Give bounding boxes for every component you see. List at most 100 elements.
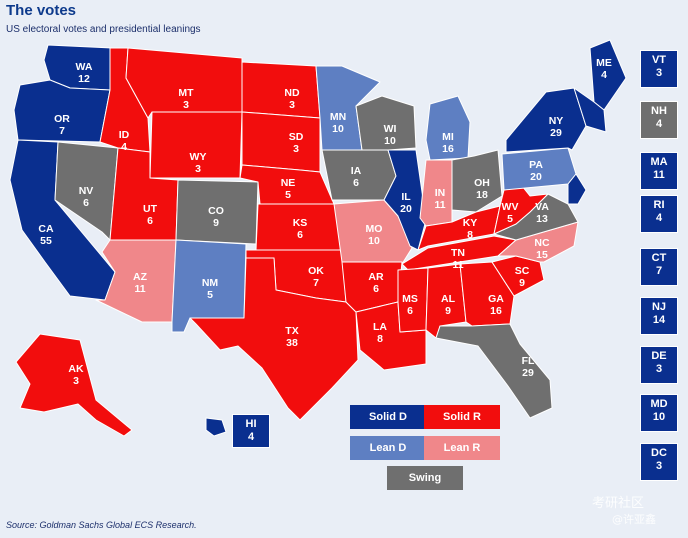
state-wi[interactable] [355,95,417,151]
source-note: Source: Goldman Sachs Global ECS Researc… [6,520,197,530]
state-label-ut: UT [143,203,158,215]
state-box-nj[interactable]: NJ 14 [640,297,678,335]
state-box-ri[interactable]: RI 4 [640,195,678,233]
state-box-nh[interactable]: NH 4 [640,101,678,139]
state-votes-az: 11 [134,283,145,295]
state-box-abbr: DC [651,447,667,459]
legend-swing: Swing [387,466,463,490]
state-votes-wi: 10 [384,135,396,147]
state-votes-me: 4 [601,69,607,81]
state-votes-mi: 16 [442,143,454,155]
state-label-sc: SC [515,265,530,277]
state-votes-ok: 7 [313,277,319,289]
state-votes-tn: 11 [452,259,463,271]
state-votes-ne: 5 [285,189,291,201]
state-box-abbr: RI [653,199,665,211]
state-box-votes: 7 [655,265,663,277]
state-box-abbr: MD [650,398,668,410]
state-votes-il: 20 [400,203,412,215]
state-new-england[interactable] [573,87,607,133]
state-box-dc[interactable]: DC 3 [640,443,678,481]
state-box-md[interactable]: MD 10 [640,394,678,432]
state-ak[interactable] [15,333,133,437]
state-me[interactable] [589,39,627,111]
state-label-nd: ND [284,87,300,99]
state-box-hi[interactable]: HI 4 [232,414,270,448]
state-box-ma[interactable]: MA 11 [640,152,678,190]
state-sc[interactable] [491,255,545,297]
state-votes-ny: 29 [550,127,562,139]
state-box-abbr: DE [651,350,667,362]
state-il[interactable] [383,149,427,251]
state-label-ks: KS [293,217,308,229]
state-box-abbr: NH [651,105,667,117]
state-hi[interactable] [205,417,227,437]
state-ms[interactable] [397,267,429,333]
state-votes-ks: 6 [297,229,303,241]
state-votes-id: 4 [121,141,127,153]
state-tx[interactable] [189,257,359,421]
state-box-abbr: HI [245,418,257,430]
state-label-ar: AR [368,271,384,283]
state-nj-md-area[interactable] [567,173,587,205]
state-label-ak: AK [68,363,84,375]
state-box-vt[interactable]: VT 3 [640,50,678,88]
state-votes-sc: 9 [519,277,525,289]
state-box-ct[interactable]: CT 7 [640,248,678,286]
legend-lean-r: Lean R [424,436,500,460]
state-votes-va: 13 [536,213,548,225]
state-ky[interactable] [417,205,501,251]
state-label-ny: NY [549,115,564,127]
state-label-tx: TX [285,325,298,337]
state-votes-or: 7 [59,125,65,137]
state-label-ia: IA [351,165,362,177]
state-votes-sd: 3 [293,143,299,155]
state-votes-tx: 38 [286,337,298,349]
state-label-la: LA [373,321,387,333]
state-votes-fl: 29 [522,367,534,379]
state-label-wa: WA [76,61,93,73]
state-label-ok: OK [308,265,324,277]
state-votes-ky: 8 [467,229,473,241]
state-box-votes: 3 [655,67,663,79]
state-sd[interactable] [241,111,321,173]
state-label-id: ID [119,129,130,141]
state-label-wi: WI [384,123,397,135]
state-votes-ak: 3 [73,375,79,387]
state-box-votes: 4 [247,431,255,443]
state-votes-ia: 6 [353,177,359,189]
state-label-mi: MI [442,131,454,143]
state-votes-in: 11 [434,199,445,211]
state-votes-wv: 5 [507,213,513,225]
state-label-az: AZ [133,271,148,283]
state-ny[interactable] [505,87,587,153]
state-votes-ar: 6 [373,283,379,295]
state-box-votes: 11 [653,169,665,181]
state-label-al: AL [441,293,456,305]
state-votes-pa: 20 [530,171,542,183]
state-label-mo: MO [366,223,383,235]
state-label-ga: GA [488,293,504,305]
state-box-abbr: MA [650,156,668,168]
state-nd[interactable] [241,61,321,119]
state-wv[interactable] [493,185,549,235]
state-label-mt: MT [178,87,194,99]
state-nv[interactable] [54,141,119,241]
state-label-pa: PA [529,159,543,171]
state-label-va: VA [535,201,549,213]
legend-solid-r: Solid R [424,405,500,429]
state-votes-wy: 3 [195,163,201,175]
state-box-votes: 14 [652,314,666,326]
state-votes-nm: 5 [207,289,213,301]
state-votes-ca: 55 [40,235,52,247]
state-box-de[interactable]: DE 3 [640,346,678,384]
state-label-il: IL [401,191,411,203]
state-box-votes: 3 [655,363,663,375]
state-votes-ms: 6 [407,305,413,317]
state-fl[interactable] [435,323,553,419]
state-label-co: CO [208,205,224,217]
state-label-ms: MS [402,293,418,305]
state-label-nv: NV [79,185,94,197]
state-box-abbr: CT [651,252,667,264]
